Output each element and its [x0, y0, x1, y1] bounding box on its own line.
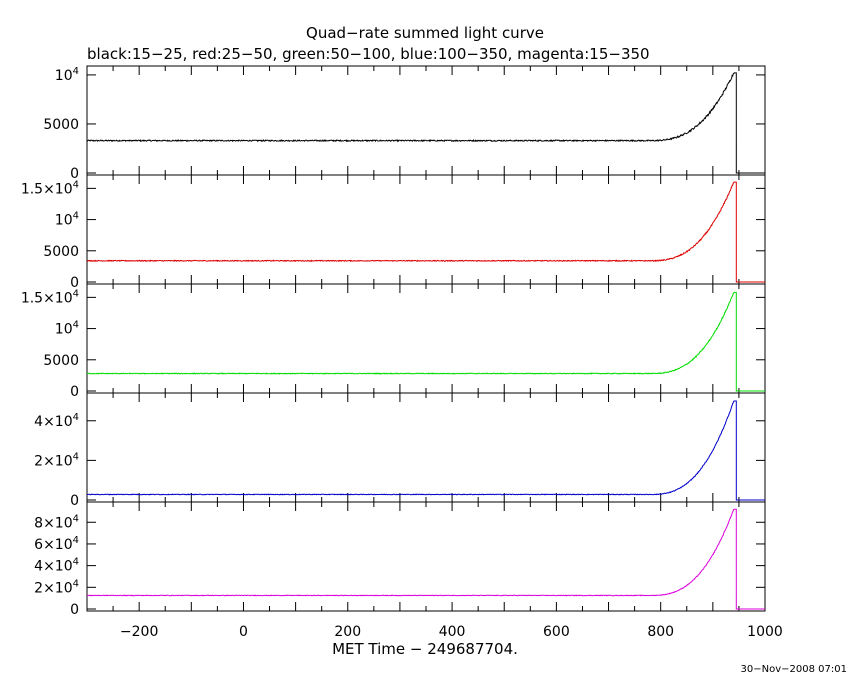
panel-frame [86, 174, 766, 285]
y-tick-label: 5000 [43, 244, 79, 260]
y-tick-label: 8×104 [34, 513, 79, 531]
chart-subtitle: black:15−25, red:25−50, green:50−100, bl… [87, 45, 650, 63]
x-tick-label: 400 [439, 624, 466, 640]
panels-group: 05000104050001041.5×104050001041.5×10402… [21, 65, 766, 618]
y-tick-label: 2×104 [34, 451, 79, 469]
y-tick-label: 104 [55, 211, 79, 229]
y-tick-label: 0 [70, 493, 79, 509]
panel-frame [86, 65, 766, 176]
x-axis-label: MET Time − 249687704. [332, 640, 518, 658]
y-tick-label: 104 [55, 66, 79, 84]
panel-frame [86, 392, 766, 503]
series-line-2 [87, 181, 765, 283]
series-line-4 [87, 400, 765, 501]
x-tick-label: 800 [647, 624, 674, 640]
x-tick-label: 600 [543, 624, 570, 640]
chart-title: Quad−rate summed light curve [306, 24, 544, 42]
x-axis: −200 0 200 400 600 800 1000 [120, 624, 783, 640]
y-tick-label: 5000 [43, 353, 79, 369]
panel-2: 0 5000 104 1.5×104 [21, 174, 766, 291]
y-tick-label: 4×104 [34, 557, 79, 575]
y-tick-label: 2×104 [34, 578, 79, 596]
panel-frame [86, 283, 766, 394]
panel-1: 0 5000 104 [43, 65, 766, 182]
y-tick-label: 104 [55, 320, 79, 338]
y-tick-label: 6×104 [34, 535, 79, 553]
timestamp: 30−Nov−2008 07:01 [741, 664, 847, 675]
x-tick-label: −200 [120, 624, 158, 640]
series-line-5 [87, 508, 765, 610]
x-tick-label: 200 [334, 624, 361, 640]
panel-3: 0 5000 104 1.5×104 [21, 283, 766, 400]
y-tick-label: 0 [70, 384, 79, 400]
y-tick-label: 1.5×104 [21, 288, 79, 306]
y-tick-label: 0 [70, 275, 79, 291]
y-tick-label: 1.5×104 [21, 179, 79, 197]
panel-5: 0 2×104 4×104 6×104 8×104 [34, 501, 766, 618]
y-tick-label: 0 [70, 166, 79, 182]
series-line-3 [86, 291, 765, 392]
panel-4: 0 2×104 4×104 [34, 392, 766, 509]
y-tick-label: 5000 [43, 117, 79, 133]
series-line-1 [86, 72, 765, 174]
x-tick-label: 0 [239, 624, 248, 640]
x-tick-label: 1000 [747, 624, 783, 640]
y-tick-label: 0 [70, 602, 79, 618]
y-tick-label: 4×104 [34, 412, 79, 430]
